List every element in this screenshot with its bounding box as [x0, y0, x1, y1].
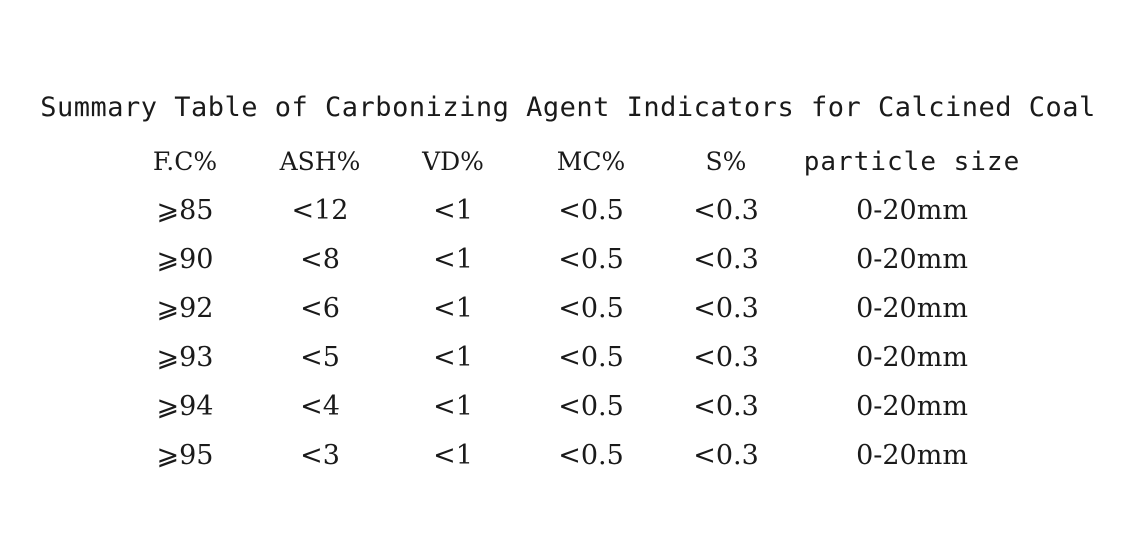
cell-fc: ⩾90	[156, 244, 214, 275]
cell-mc: <0.5	[558, 440, 624, 471]
header-particle-size: particle size	[803, 147, 1021, 177]
header-ash: ASH%	[279, 147, 361, 176]
cell-ash: <12	[291, 195, 349, 226]
cell-fc: ⩾95	[156, 440, 214, 471]
cell-fc: ⩾93	[156, 342, 214, 373]
cell-s: <0.3	[693, 293, 759, 324]
cell-particle-size: 0-20mm	[856, 391, 968, 422]
cell-fc: ⩾85	[156, 195, 214, 226]
cell-particle-size: 0-20mm	[856, 293, 968, 324]
cell-ash: <8	[300, 244, 340, 275]
cell-fc: ⩾94	[156, 391, 214, 422]
header-vd: VD%	[422, 147, 484, 176]
cell-ash: <5	[300, 342, 340, 373]
cell-vd: <1	[433, 195, 473, 226]
cell-ash: <4	[300, 391, 340, 422]
cell-vd: <1	[433, 293, 473, 324]
cell-vd: <1	[433, 244, 473, 275]
cell-s: <0.3	[693, 440, 759, 471]
cell-ash: <6	[300, 293, 340, 324]
cell-particle-size: 0-20mm	[856, 195, 968, 226]
cell-s: <0.3	[693, 244, 759, 275]
cell-mc: <0.5	[558, 342, 624, 373]
cell-s: <0.3	[693, 391, 759, 422]
cell-mc: <0.5	[558, 293, 624, 324]
cell-particle-size: 0-20mm	[856, 244, 968, 275]
cell-mc: <0.5	[558, 195, 624, 226]
header-mc: MC%	[556, 147, 626, 176]
cell-mc: <0.5	[558, 244, 624, 275]
cell-s: <0.3	[693, 342, 759, 373]
cell-ash: <3	[300, 440, 340, 471]
document-title: Summary Table of Carbonizing Agent Indic…	[40, 92, 1096, 123]
cell-mc: <0.5	[558, 391, 624, 422]
cell-s: <0.3	[693, 195, 759, 226]
header-s: S%	[705, 147, 747, 176]
cell-vd: <1	[433, 391, 473, 422]
header-fc: F.C%	[152, 147, 218, 176]
cell-particle-size: 0-20mm	[856, 342, 968, 373]
cell-vd: <1	[433, 440, 473, 471]
cell-vd: <1	[433, 342, 473, 373]
cell-particle-size: 0-20mm	[856, 440, 968, 471]
cell-fc: ⩾92	[156, 293, 214, 324]
